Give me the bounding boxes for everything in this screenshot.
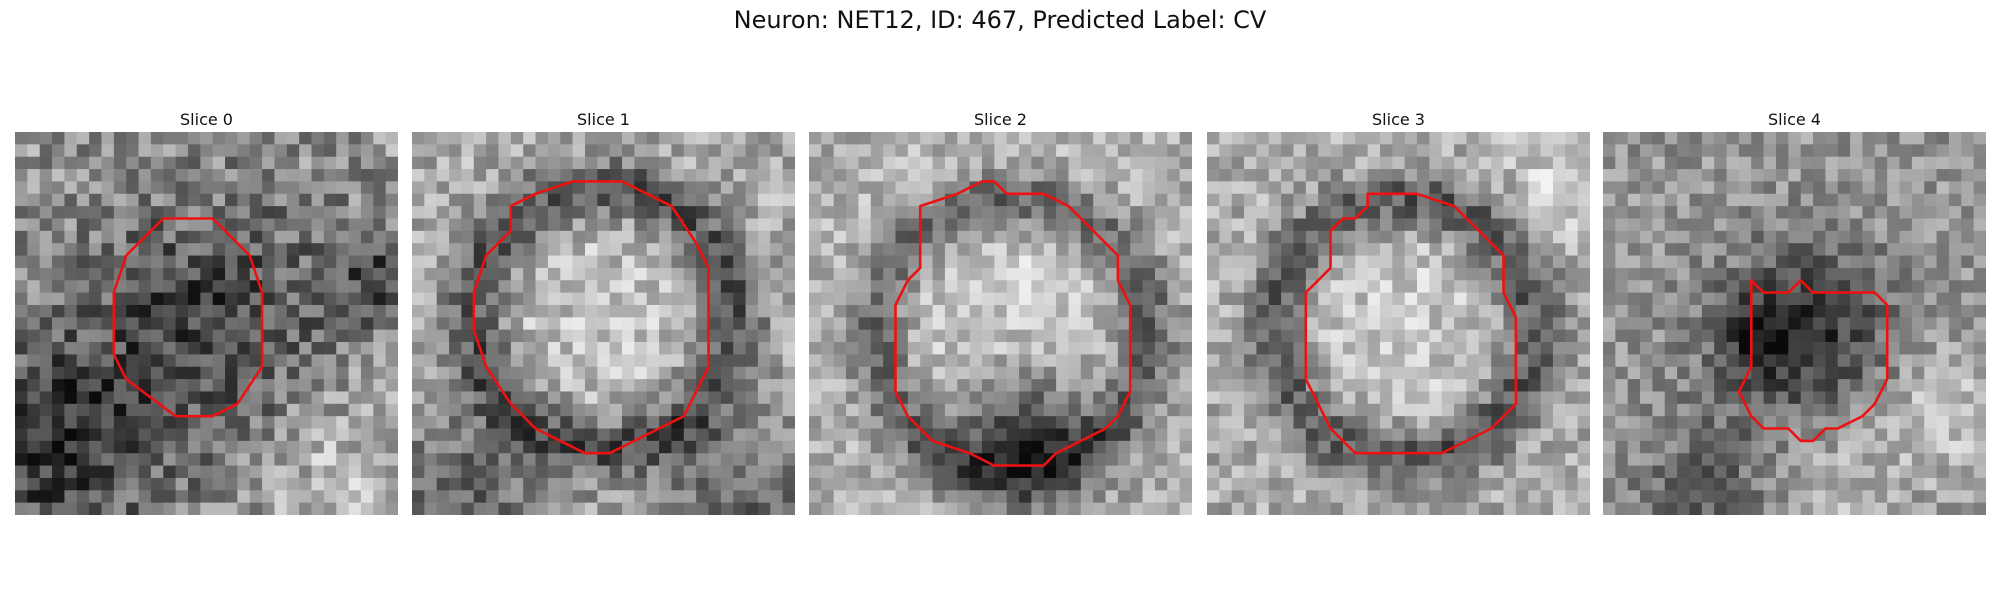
slice-image [809,132,1192,515]
slice-image [1603,132,1986,515]
slice-image [1207,132,1590,515]
slice-panel-4: Slice 4 [1603,110,1986,515]
slice-pixels [1603,132,1986,515]
segmentation-contour [472,180,710,455]
slice-pixels [412,132,795,515]
slice-panel-2: Slice 2 [809,110,1192,515]
slice-title: Slice 1 [577,110,630,129]
segmentation-contour [1304,192,1518,455]
segmentation-contour [1737,279,1889,443]
slice-title: Slice 3 [1372,110,1425,129]
figure-title: Neuron: NET12, ID: 467, Predicted Label:… [733,6,1267,34]
segmentation-contour [112,217,264,418]
slice-image [412,132,795,515]
slice-panel-3: Slice 3 [1207,110,1590,515]
slice-panel-0: Slice 0 [15,110,398,515]
slice-title: Slice 4 [1768,110,1821,129]
slice-title: Slice 0 [180,110,233,129]
slice-pixels [809,132,1192,515]
slice-pixels [15,132,398,515]
slice-image [15,132,398,515]
slice-title: Slice 2 [974,110,1027,129]
segmentation-contour [894,180,1132,467]
slice-pixels [1207,132,1590,515]
slice-panel-1: Slice 1 [412,110,795,515]
